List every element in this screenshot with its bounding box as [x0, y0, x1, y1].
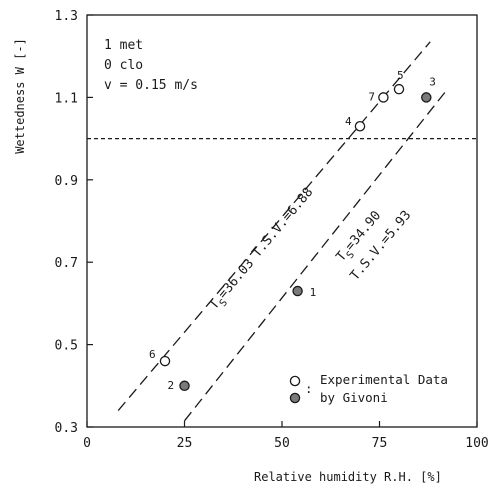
point-label-1: 1: [310, 286, 317, 299]
legend-separator: :: [305, 381, 313, 396]
experimental-point-4: [354, 120, 366, 132]
upper-line-tsv-label: T.S.V.=6.88: [250, 185, 317, 261]
point-label-4: 4: [345, 115, 352, 128]
experimental-point-6: [159, 355, 171, 367]
x-tick-label-1: 25: [177, 436, 193, 451]
fit-line-upper: [117, 41, 431, 411]
y-tick-label-4: 1.1: [55, 91, 78, 106]
point-label-5: 5: [397, 69, 404, 82]
condition-line-1: 1 met: [104, 38, 143, 53]
y-tick-label-0: 0.3: [55, 421, 78, 436]
x-tick-label-2: 50: [274, 436, 290, 451]
x-tick-label-4: 100: [465, 436, 488, 451]
upper-line-ts-label: TS=36.03: [207, 256, 261, 315]
point-label-3: 3: [429, 75, 436, 88]
upper-line-annotation: TS=36.03: [207, 256, 261, 315]
fit-line-lower: [183, 90, 447, 422]
experimental-point-5: [393, 83, 405, 95]
condition-line-3: v = 0.15 m/s: [104, 78, 198, 93]
givoni-point-1: [292, 285, 303, 297]
upper-line-tsv-annotation: T.S.V.=6.88: [250, 185, 317, 261]
point-label-6: 6: [149, 348, 156, 361]
x-tick-label-0: 0: [83, 436, 91, 451]
legend-filled-marker: [289, 392, 301, 404]
givoni-point-2: [179, 380, 190, 392]
legend-open-marker: [289, 375, 301, 387]
y-tick-label-1: 0.5: [55, 339, 78, 354]
y-tick-label-2: 0.7: [55, 256, 78, 271]
y-tick-label-3: 0.9: [55, 174, 78, 189]
legend: : Experimental Data by Givoni: [289, 372, 448, 405]
legend-givoni-label: by Givoni: [320, 390, 388, 405]
x-tick-label-3: 75: [372, 436, 388, 451]
legend-experimental-label: Experimental Data: [320, 372, 448, 387]
condition-line-2: 0 clo: [104, 58, 143, 73]
point-label-7: 7: [368, 90, 375, 103]
experimental-point-7: [378, 92, 389, 103]
point-label-2: 2: [168, 379, 175, 392]
y-tick-label-5: 1.3: [55, 9, 78, 24]
givoni-point-3: [421, 92, 432, 103]
y-axis-title: Wettedness W [-]: [13, 38, 27, 154]
x-axis-title: Relative humidity R.H. [%]: [254, 470, 442, 484]
